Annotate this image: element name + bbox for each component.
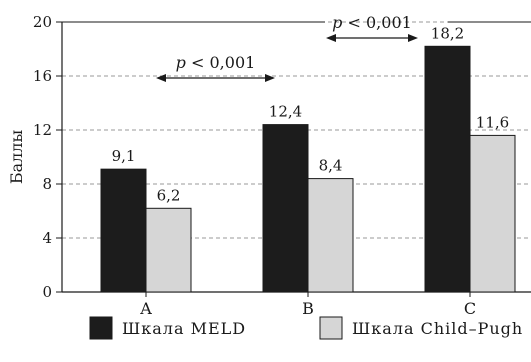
x-tick-label: B (302, 299, 314, 318)
arrowhead-left (156, 74, 166, 82)
data-label: 11,6 (476, 113, 509, 131)
y-tick-label: 20 (33, 13, 52, 31)
bar-meld (100, 168, 147, 293)
legend-label-child-pugh: Шкала Child–Pugh (352, 319, 523, 338)
bar-child-pugh (145, 207, 192, 293)
p-value-label: p < 0,001 (176, 53, 256, 72)
bar-meld (262, 124, 309, 293)
legend-swatch-meld (89, 316, 113, 340)
legend-swatch-child-pugh (319, 316, 343, 340)
data-label: 6,2 (157, 186, 181, 204)
bar-meld (424, 45, 471, 293)
bar-child-pugh (469, 134, 516, 293)
y-tick-label: 12 (33, 121, 52, 139)
x-tick-label: C (464, 299, 476, 318)
data-label: 12,4 (269, 103, 302, 121)
y-tick-label: 16 (33, 67, 52, 85)
bar-child-pugh (307, 178, 354, 293)
y-tick-label: 4 (42, 229, 52, 247)
y-tick-label: 0 (42, 283, 52, 301)
arrowhead-right (408, 34, 418, 42)
legend-label-meld: Шкала MELD (122, 319, 246, 338)
data-label: 18,2 (431, 24, 464, 42)
data-label: 8,4 (319, 157, 343, 175)
p-value-label: p < 0,001 (332, 13, 412, 32)
data-label: 9,1 (112, 147, 136, 165)
y-tick-label: 8 (42, 175, 52, 193)
y-axis-label: Баллы (7, 130, 26, 185)
x-tick-label: A (139, 299, 152, 318)
arrowhead-right (265, 74, 275, 82)
arrowhead-left (326, 34, 336, 42)
